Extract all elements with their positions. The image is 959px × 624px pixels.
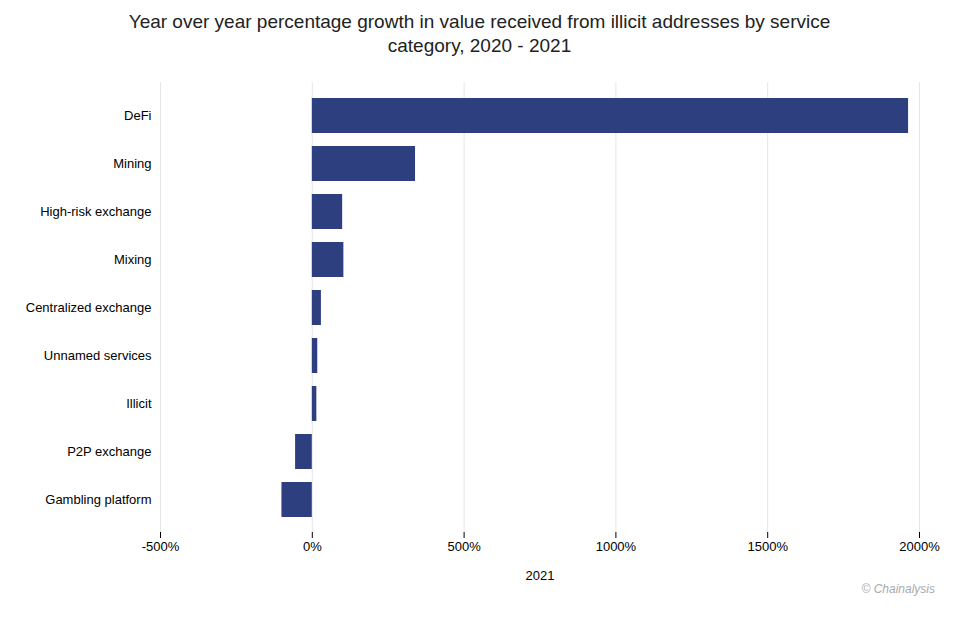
svg-text:High-risk exchange: High-risk exchange: [40, 204, 151, 219]
html-text:Year over year percentage grow: Year over year percentage growth in valu…: [128, 11, 831, 56]
svg-text:500%: 500%: [447, 538, 481, 553]
svg-text:0%: 0%: [303, 538, 322, 553]
svg-text:Illicit: Illicit: [126, 396, 152, 411]
svg-text:2000%: 2000%: [899, 538, 940, 553]
html-text:© Chainalysis: © Chainalysis: [861, 581, 935, 596]
svg-text:Mining: Mining: [113, 156, 151, 171]
svg-text:DeFi: DeFi: [124, 108, 152, 123]
svg-text:-500%: -500%: [142, 538, 180, 553]
svg-text:Gambling platform: Gambling platform: [45, 492, 151, 507]
svg-text:1000%: 1000%: [596, 538, 637, 553]
svg-text:1500%: 1500%: [747, 538, 788, 553]
svg-text:2021: 2021: [526, 567, 555, 582]
svg-text:Mixing: Mixing: [114, 252, 152, 267]
svg-text:Centralized exchange: Centralized exchange: [26, 300, 152, 315]
svg-text:P2P exchange: P2P exchange: [67, 444, 151, 459]
svg-text:Unnamed services: Unnamed services: [44, 348, 152, 363]
